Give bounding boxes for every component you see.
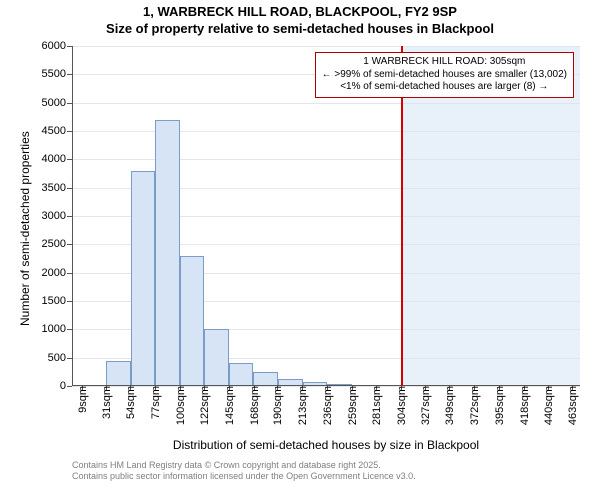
x-tick-label: 54sqm bbox=[123, 386, 137, 419]
title-line1: 1, WARBRECK HILL ROAD, BLACKPOOL, FY2 9S… bbox=[0, 4, 600, 19]
title-line2: Size of property relative to semi-detach… bbox=[0, 21, 600, 36]
x-tick-label: 236sqm bbox=[320, 386, 334, 425]
x-tick-label: 440sqm bbox=[541, 386, 555, 425]
y-tick-label: 500 bbox=[48, 352, 72, 364]
footnote-line1: Contains HM Land Registry data © Crown c… bbox=[72, 460, 416, 471]
y-tick-label: 2500 bbox=[42, 238, 72, 250]
x-tick-label: 304sqm bbox=[394, 386, 408, 425]
x-tick-label: 31sqm bbox=[99, 386, 113, 419]
x-tick-label: 327sqm bbox=[418, 386, 432, 425]
y-tick-label: 1000 bbox=[42, 323, 72, 335]
annotation-line1: 1 WARBRECK HILL ROAD: 305sqm bbox=[322, 56, 567, 69]
histogram-bar bbox=[204, 329, 229, 386]
y-axis-title: Number of semi-detached properties bbox=[18, 131, 32, 326]
x-tick-label: 259sqm bbox=[345, 386, 359, 425]
y-tick-label: 4000 bbox=[42, 153, 72, 165]
histogram-bar bbox=[180, 256, 205, 386]
title-block: 1, WARBRECK HILL ROAD, BLACKPOOL, FY2 9S… bbox=[0, 4, 600, 36]
x-tick-label: 77sqm bbox=[148, 386, 162, 419]
footnote: Contains HM Land Registry data © Crown c… bbox=[72, 460, 416, 483]
x-tick-label: 190sqm bbox=[270, 386, 284, 425]
histogram-bar bbox=[106, 361, 131, 387]
x-axis-title: Distribution of semi-detached houses by … bbox=[72, 438, 580, 452]
y-axis-line bbox=[72, 46, 73, 386]
x-tick-label: 122sqm bbox=[197, 386, 211, 425]
chart-container: 1, WARBRECK HILL ROAD, BLACKPOOL, FY2 9S… bbox=[0, 0, 600, 500]
y-tick-label: 1500 bbox=[42, 295, 72, 307]
y-tick-label: 2000 bbox=[42, 267, 72, 279]
annotation-line3: <1% of semi-detached houses are larger (… bbox=[322, 81, 567, 94]
x-tick-label: 418sqm bbox=[517, 386, 531, 425]
x-tick-label: 100sqm bbox=[173, 386, 187, 425]
x-tick-label: 372sqm bbox=[467, 386, 481, 425]
x-tick-label: 168sqm bbox=[247, 386, 261, 425]
y-tick-label: 5500 bbox=[42, 68, 72, 80]
y-tick-label: 5000 bbox=[42, 97, 72, 109]
x-tick-label: 145sqm bbox=[222, 386, 236, 425]
x-tick-label: 463sqm bbox=[565, 386, 579, 425]
annotation-line2: ← >99% of semi-detached houses are small… bbox=[322, 69, 567, 82]
x-tick-label: 395sqm bbox=[492, 386, 506, 425]
plot-area: 0500100015002000250030003500400045005000… bbox=[72, 46, 580, 386]
x-axis-line bbox=[72, 385, 580, 386]
y-tick-label: 4500 bbox=[42, 125, 72, 137]
histogram-bar bbox=[253, 372, 278, 386]
x-tick-label: 213sqm bbox=[295, 386, 309, 425]
y-tick-label: 6000 bbox=[42, 40, 72, 52]
histogram-bar bbox=[229, 363, 254, 386]
footnote-line2: Contains public sector information licen… bbox=[72, 471, 416, 482]
y-tick-label: 3500 bbox=[42, 182, 72, 194]
annotation-box: 1 WARBRECK HILL ROAD: 305sqm← >99% of se… bbox=[315, 52, 574, 98]
histogram-bar bbox=[131, 171, 156, 386]
y-tick-label: 3000 bbox=[42, 210, 72, 222]
x-tick-label: 349sqm bbox=[442, 386, 456, 425]
x-tick-label: 9sqm bbox=[75, 386, 89, 413]
x-tick-label: 281sqm bbox=[369, 386, 383, 425]
histogram-bar bbox=[155, 120, 180, 386]
y-tick-label: 0 bbox=[60, 380, 72, 392]
